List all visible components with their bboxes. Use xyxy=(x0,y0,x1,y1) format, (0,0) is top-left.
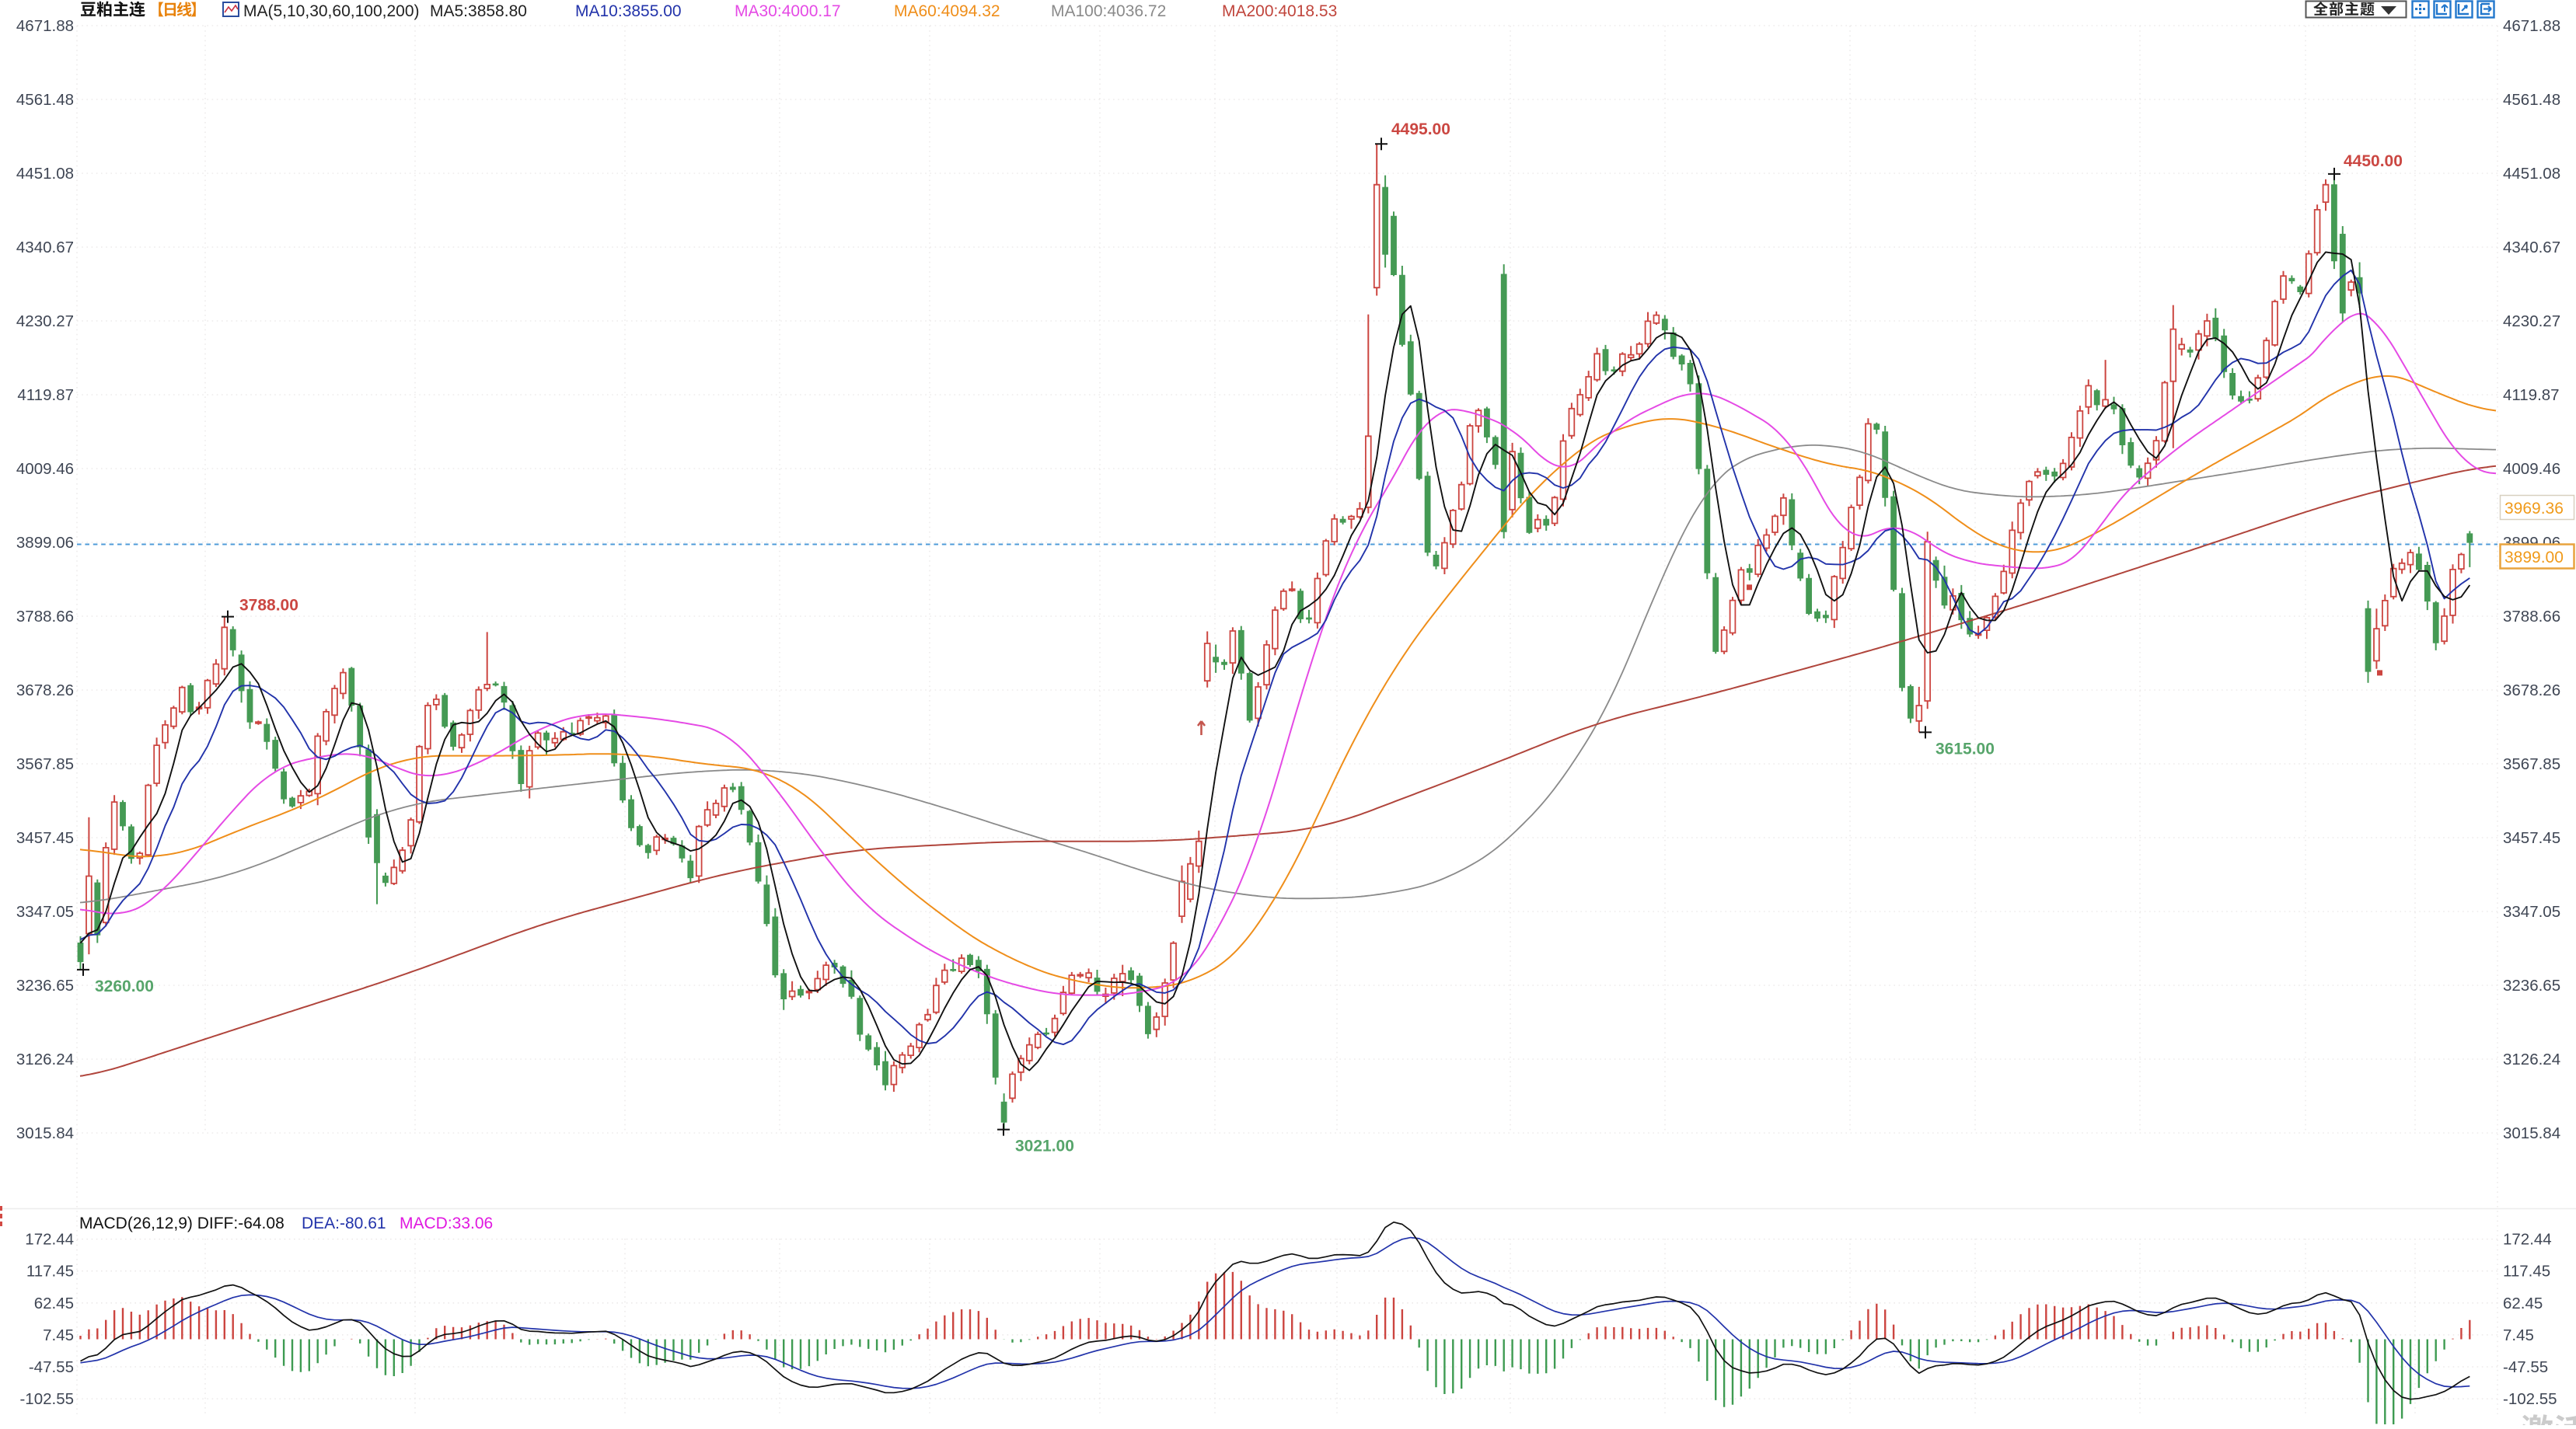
svg-text:3260.00: 3260.00 xyxy=(95,978,154,995)
svg-text:MA200:4018.53: MA200:4018.53 xyxy=(1222,2,1337,20)
svg-text:7.45: 7.45 xyxy=(2503,1326,2534,1344)
svg-text:3899.06: 3899.06 xyxy=(16,534,74,552)
svg-text:3678.26: 3678.26 xyxy=(16,681,74,699)
svg-text:MA(5,10,30,60,100,200): MA(5,10,30,60,100,200) xyxy=(243,2,420,20)
svg-text:3457.45: 3457.45 xyxy=(16,829,74,847)
svg-text:3899.00: 3899.00 xyxy=(2504,549,2564,566)
svg-text:4119.87: 4119.87 xyxy=(17,386,74,404)
svg-text:172.44: 172.44 xyxy=(2503,1231,2552,1249)
svg-text:3788.00: 3788.00 xyxy=(239,597,298,615)
svg-text:4009.46: 4009.46 xyxy=(2503,460,2560,478)
svg-text:3457.45: 3457.45 xyxy=(2503,829,2560,847)
svg-text:4230.27: 4230.27 xyxy=(2503,312,2560,330)
svg-text:3347.05: 3347.05 xyxy=(2503,903,2560,921)
svg-text:MA10:3855.00: MA10:3855.00 xyxy=(575,2,682,20)
svg-text:-102.55: -102.55 xyxy=(2503,1390,2557,1408)
svg-text:3126.24: 3126.24 xyxy=(16,1051,74,1068)
svg-text:3788.66: 3788.66 xyxy=(16,608,74,626)
svg-text:62.45: 62.45 xyxy=(2503,1295,2543,1312)
svg-text:117.45: 117.45 xyxy=(2503,1263,2550,1281)
svg-text:3236.65: 3236.65 xyxy=(16,977,74,995)
svg-text:3567.85: 3567.85 xyxy=(16,755,74,773)
svg-text:MA100:4036.72: MA100:4036.72 xyxy=(1051,2,1166,20)
svg-text:4561.48: 4561.48 xyxy=(16,91,74,109)
svg-text:4671.88: 4671.88 xyxy=(2503,17,2560,35)
svg-text:3567.85: 3567.85 xyxy=(2503,755,2560,773)
svg-text:3788.66: 3788.66 xyxy=(2503,608,2560,626)
svg-text:3126.24: 3126.24 xyxy=(2503,1051,2560,1068)
svg-text:DEA:-80.61: DEA:-80.61 xyxy=(302,1215,386,1232)
svg-text:-47.55: -47.55 xyxy=(2503,1358,2548,1376)
svg-text:4561.48: 4561.48 xyxy=(2503,91,2560,109)
svg-text:3347.05: 3347.05 xyxy=(16,903,74,921)
svg-text:3015.84: 3015.84 xyxy=(16,1124,74,1142)
svg-text:3021.00: 3021.00 xyxy=(1015,1138,1074,1155)
svg-text:MACD:33.06: MACD:33.06 xyxy=(400,1215,493,1232)
svg-text:MA60:4094.32: MA60:4094.32 xyxy=(894,2,1000,20)
svg-text:172.44: 172.44 xyxy=(25,1231,74,1249)
svg-text:MA30:4000.17: MA30:4000.17 xyxy=(735,2,841,20)
svg-text:4451.08: 4451.08 xyxy=(16,165,74,183)
svg-text:4671.88: 4671.88 xyxy=(16,17,74,35)
svg-text:3615.00: 3615.00 xyxy=(1935,740,1995,758)
svg-text:4009.46: 4009.46 xyxy=(16,460,74,478)
svg-text:3236.65: 3236.65 xyxy=(2503,977,2560,995)
svg-text:4119.87: 4119.87 xyxy=(2503,386,2560,404)
svg-text:7.45: 7.45 xyxy=(43,1326,74,1344)
svg-text:MA5:3858.80: MA5:3858.80 xyxy=(430,2,527,20)
svg-text:4230.27: 4230.27 xyxy=(16,312,74,330)
svg-text:4340.67: 4340.67 xyxy=(16,239,74,256)
svg-text:-102.55: -102.55 xyxy=(19,1390,74,1408)
svg-text:4495.00: 4495.00 xyxy=(1391,120,1450,138)
svg-text:-47.55: -47.55 xyxy=(29,1358,74,1376)
svg-text:MACD(26,12,9) DIFF:-64.08: MACD(26,12,9) DIFF:-64.08 xyxy=(79,1215,284,1232)
svg-text:4451.08: 4451.08 xyxy=(2503,165,2560,183)
svg-text:3678.26: 3678.26 xyxy=(2503,681,2560,699)
svg-text:117.45: 117.45 xyxy=(26,1263,74,1281)
svg-text:3969.36: 3969.36 xyxy=(2504,500,2564,518)
svg-text:4340.67: 4340.67 xyxy=(2503,239,2560,256)
svg-text:62.45: 62.45 xyxy=(34,1295,74,1312)
svg-text:3015.84: 3015.84 xyxy=(2503,1124,2560,1142)
svg-text:4450.00: 4450.00 xyxy=(2344,152,2403,170)
